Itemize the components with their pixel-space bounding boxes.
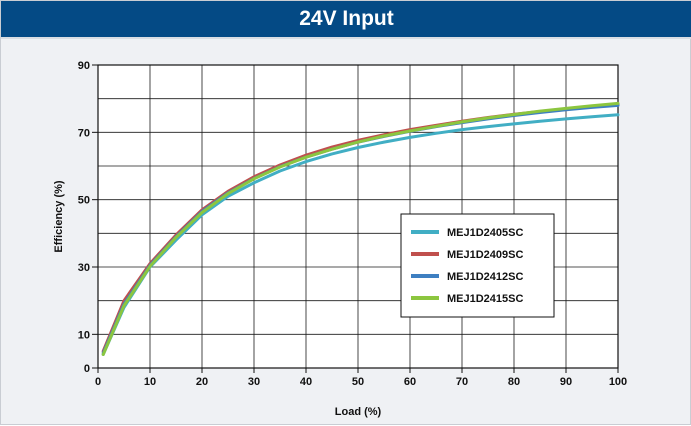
x-tick-label: 20 <box>196 376 208 388</box>
x-tick-label: 0 <box>95 376 101 388</box>
legend-label: MEJ1D2412SC <box>447 271 523 283</box>
x-axis-label: Load (%) <box>335 406 382 418</box>
legend-label: MEJ1D2415SC <box>447 293 523 305</box>
x-tick-label: 60 <box>404 376 416 388</box>
x-tick-label: 100 <box>609 376 627 388</box>
x-tick-label: 30 <box>248 376 260 388</box>
y-tick-label: 90 <box>78 60 90 72</box>
legend-label: MEJ1D2409SC <box>447 249 523 261</box>
x-tick-label: 10 <box>144 376 156 388</box>
series-line-mej1d2415sc <box>101 101 620 356</box>
y-tick-label: 70 <box>78 127 90 139</box>
x-tick-label: 80 <box>508 376 520 388</box>
y-tick-label: 30 <box>78 262 90 274</box>
y-axis-label: Efficiency (%) <box>53 180 65 252</box>
y-tick-label: 10 <box>78 329 90 341</box>
y-tick-label: 0 <box>84 363 90 375</box>
y-tick-label: 50 <box>78 195 90 207</box>
x-tick-label: 90 <box>560 376 572 388</box>
x-tick-label: 70 <box>456 376 468 388</box>
chart-title: 24V Input <box>1 1 691 39</box>
legend-label: MEJ1D2405SC <box>447 227 523 239</box>
x-tick-label: 50 <box>352 376 364 388</box>
x-tick-label: 40 <box>300 376 312 388</box>
series-line-mej1d2405sc <box>101 113 620 356</box>
